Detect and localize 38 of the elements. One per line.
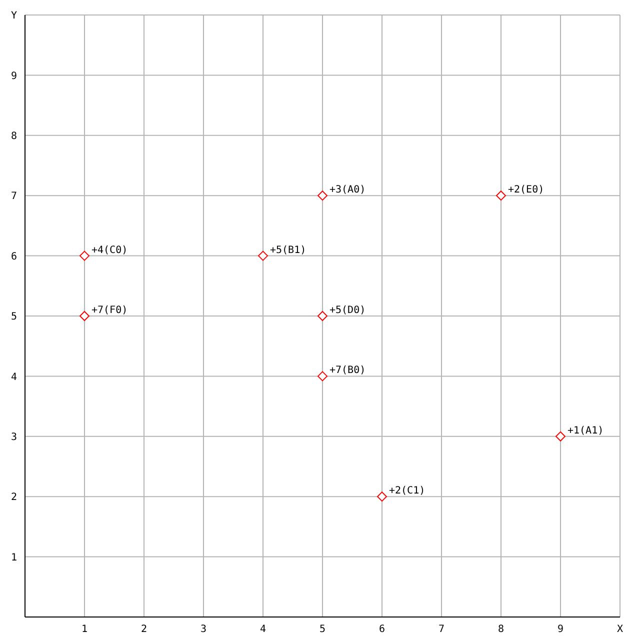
annotation: +7(B0) (330, 365, 366, 376)
annotation: +5(D0) (330, 305, 366, 316)
y-tick-label: 4 (10, 372, 17, 383)
y-tick-label: 8 (10, 130, 17, 142)
x-tick-label: 6 (378, 624, 386, 636)
x-tick-label: 7 (438, 624, 445, 636)
point (258, 250, 268, 261)
point (377, 492, 387, 502)
x-tick-label: 9 (557, 624, 564, 636)
x-tick-label: 4 (260, 624, 266, 636)
annotation: +5(B1) (270, 244, 306, 256)
x-tick-label: 2 (140, 624, 148, 636)
point (556, 431, 566, 442)
y-tick-label: 5 (10, 312, 17, 323)
annotation: +2(E0) (508, 184, 544, 196)
annotation: +7(F0) (92, 305, 128, 316)
point (496, 190, 506, 201)
point (80, 250, 90, 261)
point (318, 371, 328, 382)
annotation: +2(C1) (389, 486, 426, 497)
x-tick-label: 1 (81, 624, 88, 636)
point (80, 311, 90, 321)
annotation: +4(C0) (92, 244, 128, 256)
x-tick-label: 5 (319, 624, 326, 636)
x-tick-label: 3 (200, 624, 207, 636)
point (318, 311, 328, 321)
y-tick-label: 9 (10, 70, 17, 82)
x-tick-label: 8 (498, 624, 504, 636)
annotation: +1(A1) (568, 425, 604, 436)
y-tick-label: 7 (10, 191, 17, 202)
y-tick-label: 2 (10, 492, 17, 504)
point (318, 190, 328, 201)
y-tick-label: 6 (10, 251, 17, 262)
y-tick-label: 3 (10, 432, 17, 443)
x-tick-label: X (616, 624, 624, 636)
y-tick-label: 1 (10, 552, 17, 564)
annotation: +3(A0) (330, 184, 366, 196)
y-tick-label: Y (10, 10, 17, 22)
